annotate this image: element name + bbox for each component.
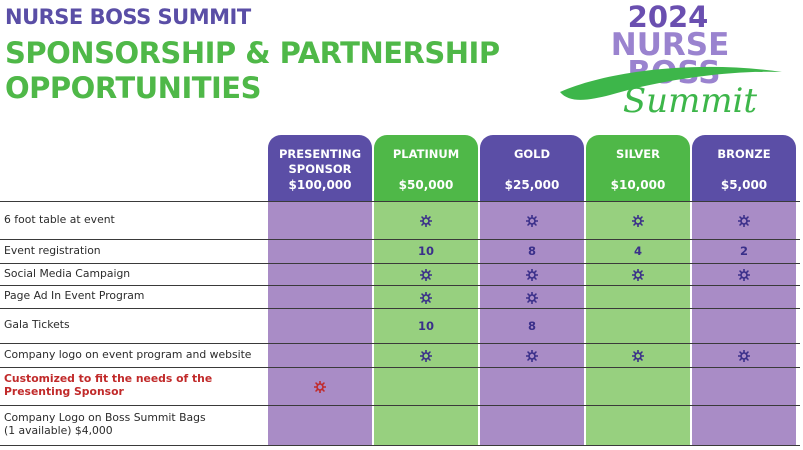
- sun-icon: [525, 214, 539, 228]
- row-divider: [0, 367, 800, 368]
- sun-icon: [419, 268, 433, 282]
- tier-name: BRONZE: [717, 147, 771, 161]
- row-label-line1: Company Logo on Boss Summit Bags: [4, 411, 206, 424]
- summit-logo-graphic: 2024 NURSE BOSS Summit: [560, 0, 782, 120]
- event-name: NURSE BOSS SUMMIT: [5, 5, 251, 29]
- row-label-line1: Page Ad In Event Program: [4, 289, 145, 302]
- included-mark: [419, 214, 433, 228]
- row-label-line1: Company logo on event program and websit…: [4, 347, 252, 361]
- sun-icon: [525, 291, 539, 304]
- row-label: 6 foot table at event: [4, 213, 115, 226]
- tier-name: PLATINUM: [392, 147, 460, 161]
- tier-header-silver: SILVER $10,000: [586, 135, 690, 201]
- row-label-line1: 6 foot table at event: [4, 212, 115, 226]
- included-mark: [525, 291, 539, 304]
- tier-column: [586, 201, 690, 445]
- included-mark: [313, 380, 327, 394]
- row-label-line1: Gala Tickets: [4, 318, 70, 331]
- logo-line1: NURSE: [611, 27, 730, 63]
- row-divider: [0, 263, 800, 264]
- logo-script: Summit: [623, 81, 758, 120]
- sun-icon: [631, 349, 645, 363]
- row-divider: [0, 343, 800, 344]
- tier-header-gold: GOLD $25,000: [480, 135, 584, 201]
- summit-logo: 2024 NURSE BOSS Summit: [550, 0, 800, 120]
- tier-name: GOLD: [513, 147, 551, 161]
- tier-price: $100,000: [288, 178, 352, 192]
- included-mark: [631, 214, 645, 228]
- page-header: NURSE BOSS SUMMIT SPONSORSHIP & PARTNERS…: [5, 0, 500, 106]
- row-label: Company Logo on Boss Summit Bags (1 avail…: [4, 411, 206, 437]
- page-title-line2: OPPORTUNITIES: [5, 71, 262, 105]
- tier-column: [480, 201, 584, 445]
- included-mark: [737, 214, 751, 228]
- included-mark: [631, 268, 645, 282]
- tier-column: [374, 201, 478, 445]
- tier-column: [692, 201, 796, 445]
- row-label: Page Ad In Event Program: [4, 289, 144, 302]
- included-mark: [419, 268, 433, 282]
- included-mark: [737, 349, 751, 363]
- tier-header-presenting: PRESENTING SPONSOR $100,000: [268, 135, 372, 201]
- included-mark: [525, 214, 539, 228]
- tier-name: SILVER: [616, 147, 660, 161]
- included-mark: [525, 349, 539, 363]
- cell-value: 2: [739, 244, 748, 258]
- row-label-line1: Social Media Campaign: [4, 266, 131, 280]
- included-mark: [419, 349, 433, 363]
- logo-swoosh-icon: [560, 66, 782, 100]
- row-label-line1: Event registration: [4, 243, 101, 257]
- page-title: SPONSORSHIP & PARTNERSHIP OPPORTUNITIES: [5, 36, 500, 106]
- tier-header-bronze: BRONZE $5,000: [692, 135, 796, 201]
- logo-year: 2024: [628, 0, 709, 34]
- row-label: Customized to fit the needs of the Presen…: [4, 372, 212, 398]
- sun-icon: [737, 214, 751, 228]
- cell-value: 10: [417, 244, 434, 258]
- sun-icon: [737, 268, 751, 282]
- row-label-line2: (1 available) $4,000: [4, 424, 113, 437]
- row-label: Company logo on event program and websit…: [4, 348, 251, 361]
- included-mark: [419, 291, 433, 304]
- row-divider: [0, 445, 800, 446]
- row-label: Event registration: [4, 244, 101, 257]
- tier-price: $10,000: [610, 178, 666, 192]
- row-label-line2: Presenting Sponsor: [4, 385, 124, 398]
- cell-value: 8: [527, 318, 536, 333]
- sun-red-icon: [313, 380, 327, 394]
- row-divider: [0, 405, 800, 406]
- row-divider: [0, 285, 800, 286]
- sun-icon: [419, 214, 433, 228]
- tier-name-line2: SPONSOR: [288, 162, 352, 176]
- included-mark: [525, 268, 539, 282]
- sun-icon: [525, 349, 539, 363]
- row-divider: [0, 239, 800, 240]
- row-label-line1: Customized to fit the needs of the: [4, 372, 213, 385]
- cell-value: 10: [417, 318, 434, 333]
- row-divider: [0, 308, 800, 309]
- cell-value: 4: [633, 244, 642, 258]
- row-label: Social Media Campaign: [4, 267, 130, 280]
- included-mark: [737, 268, 751, 282]
- sun-icon: [737, 349, 751, 363]
- sun-icon: [419, 291, 433, 304]
- sponsorship-table: PRESENTING SPONSOR $100,000 PLATINUM $50,000…: [0, 135, 800, 446]
- row-divider: [0, 201, 800, 202]
- included-mark: [631, 349, 645, 363]
- tier-name: PRESENTING: [278, 147, 362, 161]
- tier-header-platinum: PLATINUM $50,000: [374, 135, 478, 201]
- page-title-line1: SPONSORSHIP & PARTNERSHIP: [5, 36, 500, 70]
- row-label: Gala Tickets: [4, 318, 70, 331]
- cell-value: 8: [527, 244, 536, 258]
- sun-icon: [631, 268, 645, 282]
- tier-price: $5,000: [720, 178, 768, 192]
- sun-icon: [525, 268, 539, 282]
- tier-column: [268, 201, 372, 445]
- sun-icon: [631, 214, 645, 228]
- tier-price: $50,000: [398, 178, 454, 192]
- sun-icon: [419, 349, 433, 363]
- tier-price: $25,000: [504, 178, 560, 192]
